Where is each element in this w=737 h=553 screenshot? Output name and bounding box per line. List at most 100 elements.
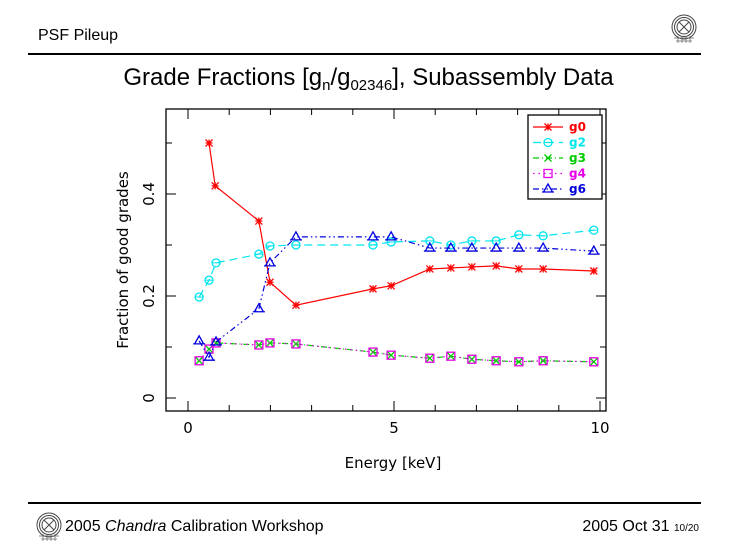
title-text-end: ], Subassembly Data (392, 64, 614, 91)
data-point-g4 (589, 357, 599, 367)
data-point-g0 (467, 262, 476, 271)
series-g0 (205, 139, 598, 310)
y-tick-label: 0 (140, 393, 158, 403)
legend-marker-g3 (544, 154, 552, 162)
legend-marker-g2 (543, 137, 553, 148)
footer-workshop-name: Calibration Workshop (166, 518, 324, 535)
data-point-g0 (369, 284, 377, 293)
data-point-g6 (366, 230, 379, 241)
data-point-g6 (537, 241, 550, 252)
data-point-g6 (193, 334, 206, 345)
data-point-g2 (386, 237, 396, 247)
legend-box (527, 114, 603, 200)
data-point-g2 (538, 231, 548, 241)
data-point-g0 (514, 265, 523, 273)
x-axis-label: Energy [keV] (345, 454, 442, 472)
series-line-g4 (198, 342, 594, 363)
data-point-g4 (425, 353, 435, 363)
legend-marker-g0 (544, 123, 552, 131)
data-point-g3 (266, 338, 274, 347)
data-point-g3 (446, 352, 455, 361)
plot-frame (165, 108, 607, 412)
data-point-g2 (467, 236, 477, 246)
data-point-g2 (589, 225, 599, 235)
legend-marker-g4 (543, 168, 553, 179)
data-point-g0 (425, 265, 434, 273)
data-point-g3 (254, 341, 263, 349)
legend-label-g2: g2 (569, 136, 586, 150)
legend-label-g4: g4 (569, 167, 586, 181)
data-point-g0 (291, 301, 300, 310)
data-point-g2 (491, 236, 501, 246)
data-point-g3 (514, 357, 523, 366)
data-point-g6 (512, 241, 525, 252)
title-text-mid: /g (330, 64, 351, 91)
data-point-g6 (444, 241, 457, 252)
data-point-g6 (490, 241, 503, 252)
x-tick-label: 10 (590, 419, 609, 437)
legend-label-g6: g6 (569, 182, 586, 196)
footer-date: 2005 Oct 31 10/20 (582, 518, 699, 536)
y-axis-label: Fraction of good grades (114, 171, 132, 349)
data-point-g4 (491, 356, 501, 366)
header-divider (28, 53, 701, 55)
data-point-g6 (465, 241, 478, 252)
title-text: Grade Fractions [g (123, 64, 323, 91)
data-point-g6 (385, 230, 398, 241)
series-line-g0 (208, 142, 594, 306)
y-tick-label: 0.2 (140, 284, 158, 308)
data-point-g6 (252, 302, 265, 313)
data-point-g0 (254, 217, 263, 225)
legend-label-g3: g3 (569, 151, 586, 165)
data-point-g3 (425, 354, 434, 363)
data-point-g4 (291, 339, 301, 349)
data-point-g2 (254, 249, 264, 259)
section-title: PSF Pileup (38, 27, 119, 44)
series-line-g2 (198, 229, 594, 298)
data-point-g0 (446, 263, 455, 272)
data-point-g2 (204, 275, 214, 285)
data-point-g0 (492, 261, 501, 270)
title-subscript-2: 02346 (350, 77, 393, 94)
data-point-g2 (291, 240, 301, 250)
data-point-g3 (589, 357, 598, 366)
chandra-logo-icon (36, 512, 62, 541)
page-number: 10/20 (673, 523, 699, 534)
data-point-g6 (263, 256, 276, 267)
chandra-logo-icon (671, 14, 697, 43)
data-point-g4 (467, 354, 477, 364)
data-point-g2 (211, 258, 221, 268)
data-point-g0 (205, 139, 213, 147)
data-point-g0 (387, 281, 396, 290)
data-point-g3 (387, 351, 396, 360)
data-point-g4 (514, 357, 524, 367)
data-point-g6 (587, 244, 600, 255)
data-point-g6 (210, 335, 223, 346)
series-g4 (194, 338, 599, 367)
legend-label-g0: g0 (569, 120, 586, 134)
slide-title: Grade Fractions [gn/g02346], Subassembly… (0, 64, 737, 94)
data-point-g2 (368, 240, 378, 250)
title-subscript: n (322, 77, 331, 94)
x-tick-label: 5 (389, 419, 399, 437)
legend-marker-g6 (542, 182, 554, 193)
data-point-g2 (425, 236, 435, 246)
data-point-g2 (446, 240, 456, 250)
data-point-g2 (194, 292, 204, 302)
data-point-g6 (423, 241, 436, 252)
data-point-g4 (254, 340, 264, 350)
series-g2 (194, 225, 599, 302)
data-point-g4 (446, 351, 456, 361)
data-point-g6 (203, 350, 216, 361)
footer-chandra: Chandra (105, 518, 167, 535)
data-point-g0 (589, 267, 598, 275)
footer-year: 2005 (65, 518, 106, 535)
series-g6 (193, 230, 600, 361)
data-point-g2 (514, 230, 524, 240)
data-point-g0 (211, 181, 220, 190)
footer-divider (28, 502, 701, 504)
footer-workshop: 2005 Chandra Calibration Workshop (65, 518, 324, 536)
data-point-g4 (368, 347, 378, 357)
x-tick-label: 0 (183, 419, 193, 437)
